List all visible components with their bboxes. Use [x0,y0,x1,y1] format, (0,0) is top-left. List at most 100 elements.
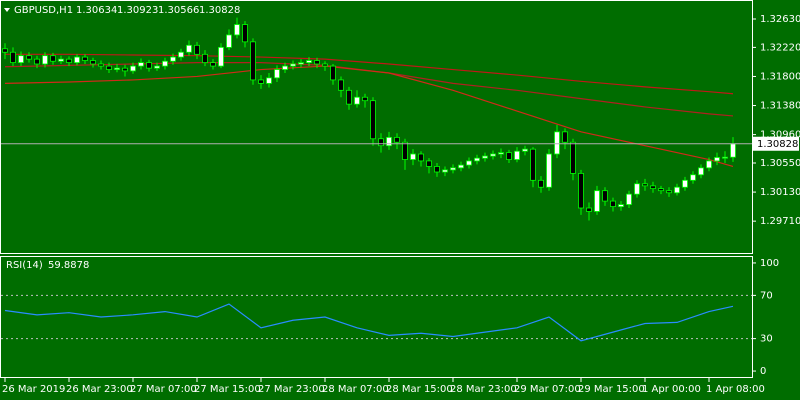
x-tick-label: 27 Mar 15:00 [194,384,261,395]
x-tick-label: 26 Mar 23:00 [66,384,133,395]
y-tick-label: 1.32630 [760,14,800,25]
candle-body [210,62,216,67]
candle-body [498,152,504,155]
candle-body [458,164,464,169]
candle-body [138,62,144,67]
y-tick-label: 1.31380 [760,101,800,112]
candle-body [274,69,280,79]
candle-body [642,183,648,187]
candle-body [250,41,256,81]
candle-body [50,55,56,62]
candle-body [666,190,672,194]
y-tick-label: 1.31800 [760,71,800,82]
x-tick-label: 27 Mar 07:00 [130,384,197,395]
candle-body [2,48,8,53]
candle-body [186,44,192,53]
candle-body [538,179,544,188]
y-tick-label: 70 [760,290,773,301]
header-open: 1.30634 [76,5,117,16]
candle-body [106,65,112,70]
symbol: GBPUSD,H1 [14,5,73,16]
candle-body [66,58,72,64]
candle-body [242,24,248,43]
candle-body [610,200,616,208]
x-tick-label: 28 Mar 23:00 [450,384,517,395]
candle-body [146,62,152,69]
x-tick-label: 29 Mar 15:00 [578,384,645,395]
candle-body [346,89,352,105]
candle-body [410,153,416,160]
x-tick-label: 28 Mar 07:00 [322,384,389,395]
candle-body [306,60,312,64]
x-tick-label: 27 Mar 23:00 [258,384,325,395]
candle-body [354,96,360,105]
candle-body [490,153,496,157]
candle-body [82,56,88,61]
candle-body [338,79,344,91]
candle-body [114,67,120,70]
candle-body [554,131,560,155]
candle-body [602,190,608,202]
candle-body [618,204,624,208]
y-tick-label: 0 [760,366,766,377]
candle-body [394,136,400,143]
candle-body [418,153,424,162]
candle-body [282,65,288,70]
candle-body [34,58,40,65]
candle-body [10,51,16,64]
candle-body [202,53,208,64]
candle-body [218,46,224,67]
rsi-title: RSI(14) [6,260,43,271]
candle-body [42,55,48,65]
candle-body [322,63,328,67]
y-tick-label: 1.30960 [760,130,800,141]
candle-body [122,67,128,72]
candle-body [506,152,512,160]
header-high: 1.30923 [117,5,158,16]
candle-body [530,148,536,181]
candle-body [386,136,392,147]
candle-body [266,77,272,84]
candle-body [258,79,264,84]
candle-body [26,55,32,60]
last-price-label: 1.30828 [757,139,798,150]
rsi-line [4,303,734,342]
candle-body [562,131,568,143]
candle-body [714,157,720,162]
candle-body [682,179,688,188]
candle-body [58,58,64,62]
candle-body [90,60,96,65]
candle-body [362,96,368,102]
menu-arrow[interactable] [4,8,10,12]
candle-body [474,157,480,162]
candle-body [434,166,440,173]
candle-body [74,56,80,64]
candle-body [578,172,584,209]
rsi-value: 59.8878 [48,260,89,271]
candle-body [514,150,520,160]
candle-body [626,193,632,205]
y-tick-label: 30 [760,334,773,345]
candle-body [330,65,336,81]
candle-body [730,143,736,158]
y-tick-label: 1.30550 [760,158,800,169]
candle-body [402,141,408,160]
candle-body [522,148,528,152]
y-tick-label: 100 [760,258,779,269]
candle-body [570,141,576,174]
candle-body [658,188,664,192]
candle-body [18,55,24,64]
moving-average [4,65,734,168]
moving-average [5,53,734,95]
y-tick-label: 1.32220 [760,42,800,53]
candle-body [594,190,600,212]
candle-body [674,186,680,194]
candle-body [298,62,304,65]
candle-body [722,156,728,159]
rsi-panel-frame [0,256,753,378]
candle-body [586,207,592,212]
candle-body [634,183,640,195]
x-tick-label: 28 Mar 15:00 [386,384,453,395]
